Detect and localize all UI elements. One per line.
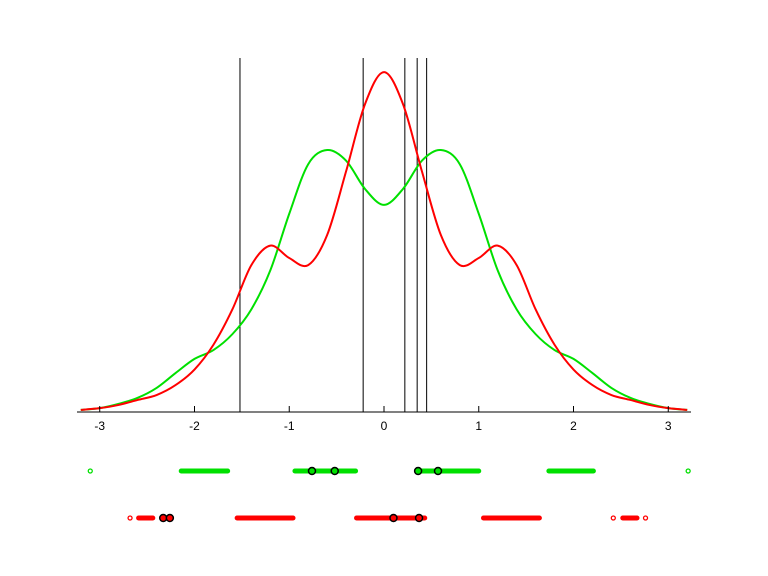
highlighted-sample (389, 513, 398, 523)
x-tick-label: 1 (475, 419, 482, 433)
density-curves (80, 71, 688, 411)
x-tick-label: 3 (665, 419, 672, 433)
x-axis-ticks: -3 -2 -1 0 1 2 3 (94, 406, 672, 433)
sample-point (87, 468, 93, 474)
sample-point (127, 515, 133, 521)
x-tick-label: -1 (284, 419, 295, 433)
x-tick-label: -3 (94, 419, 105, 433)
x-tick-label: 0 (381, 419, 388, 433)
x-tick-label: 2 (570, 419, 577, 433)
highlighted-sample (414, 513, 424, 523)
highlighted-sample (433, 466, 443, 476)
density-curve-0 (80, 149, 688, 411)
highlighted-sample (413, 466, 423, 476)
sample-point (610, 515, 616, 521)
sample-rows (87, 466, 691, 523)
highlighted-sample (165, 513, 175, 523)
density-curve-1 (80, 71, 688, 411)
highlighted-sample (307, 466, 317, 476)
sample-point (642, 515, 649, 521)
vertical-lines (239, 58, 428, 412)
x-tick-label: -2 (189, 419, 200, 433)
highlighted-sample (330, 466, 339, 476)
sample-point (685, 468, 691, 474)
